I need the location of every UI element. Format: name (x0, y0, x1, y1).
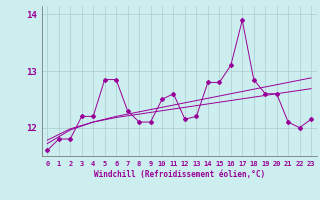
X-axis label: Windchill (Refroidissement éolien,°C): Windchill (Refroidissement éolien,°C) (94, 170, 265, 179)
